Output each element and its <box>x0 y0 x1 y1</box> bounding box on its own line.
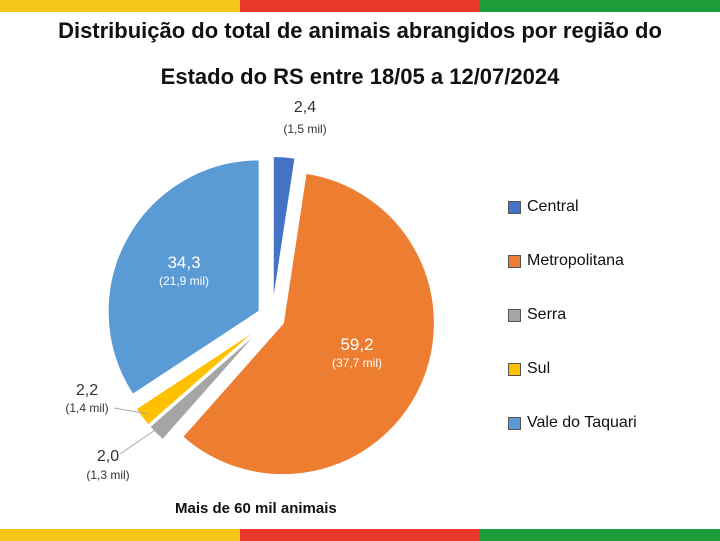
chart-title-line2: Estado do RS entre 18/05 a 12/07/2024 <box>160 64 560 89</box>
data-label: 2,0 <box>97 448 119 465</box>
legend-item: Central <box>508 196 637 218</box>
band-green <box>480 0 720 12</box>
top-color-band <box>0 0 720 12</box>
data-sublabel: (37,7 mil) <box>332 356 382 370</box>
bottom-color-band <box>0 529 720 541</box>
legend-item: Serra <box>508 304 637 326</box>
legend-item: Sul <box>508 358 637 380</box>
leader-line <box>119 427 159 455</box>
band-red <box>240 0 480 12</box>
chart-footnote: Mais de 60 mil animais <box>175 500 337 517</box>
band-green <box>480 529 720 541</box>
chart-title-line1: Distribuição do total de animais abrangi… <box>58 18 662 43</box>
legend-swatch <box>508 200 521 214</box>
data-sublabel: (1,3 mil) <box>86 468 129 482</box>
data-sublabel: (1,5 mil) <box>283 122 326 136</box>
legend-item: Vale do Taquari <box>508 412 637 434</box>
legend-label: Sul <box>527 360 551 377</box>
data-sublabel: (1,4 mil) <box>65 401 108 415</box>
data-label: 2,2 <box>76 382 98 399</box>
legend-swatch <box>508 362 521 376</box>
leader-line <box>113 407 149 415</box>
data-sublabel: (21,9 mil) <box>159 274 209 288</box>
pie-slice-serra <box>147 325 265 442</box>
legend-item: Metropolitana <box>508 250 637 272</box>
legend-swatch <box>508 308 521 322</box>
pie-slice-metropolitana <box>180 171 436 477</box>
band-yellow <box>0 0 240 12</box>
pie-slice-sul <box>134 324 264 427</box>
data-label: 2,4 <box>294 99 316 116</box>
chart-legend: Central Metropolitana Serra Sul Vale do Taqu… <box>508 196 637 466</box>
band-red <box>240 529 480 541</box>
band-yellow <box>0 529 240 541</box>
legend-swatch <box>508 416 521 430</box>
pie-slice-vale-do-taquari <box>106 158 261 397</box>
legend-label: Metropolitana <box>527 252 624 269</box>
legend-label: Serra <box>527 306 567 323</box>
legend-label: Vale do Taquari <box>527 414 637 431</box>
legend-swatch <box>508 254 521 268</box>
data-label: 34,3 <box>167 253 200 272</box>
legend-label: Central <box>527 198 579 215</box>
data-label: 59,2 <box>340 335 373 354</box>
pie-slice-central <box>271 155 297 309</box>
